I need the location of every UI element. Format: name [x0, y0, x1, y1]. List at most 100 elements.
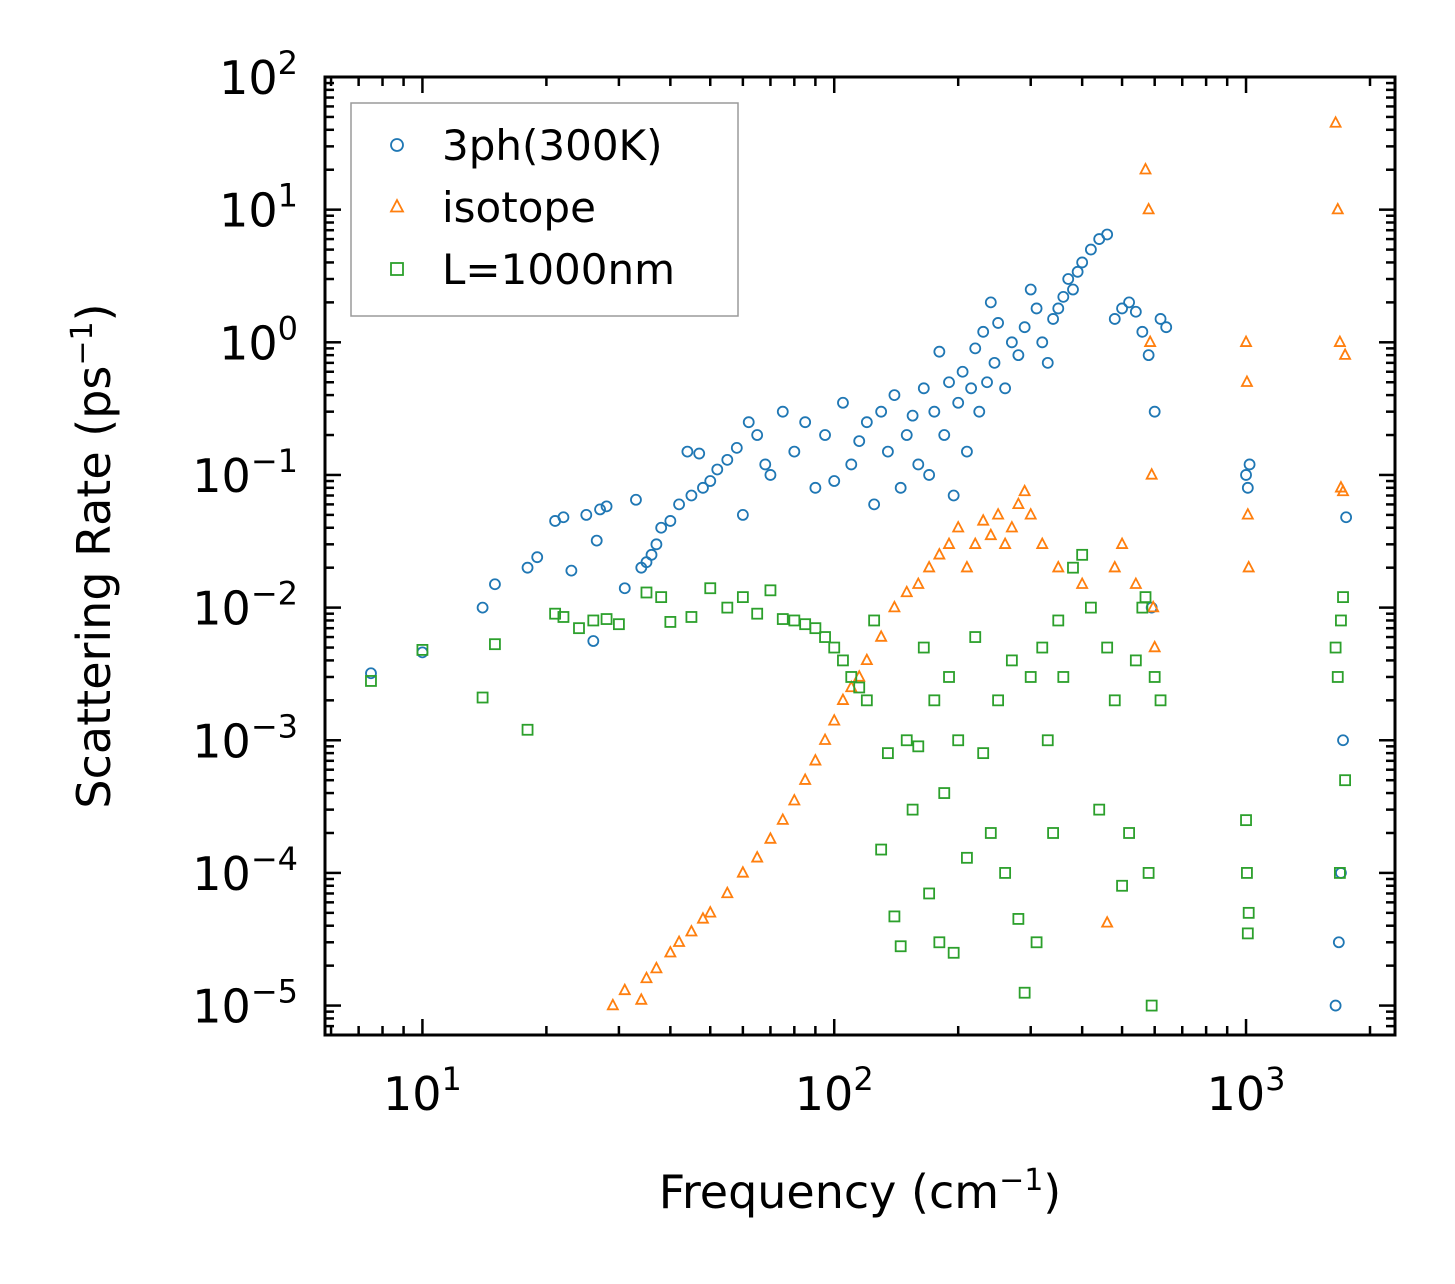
data-point: [923, 469, 936, 481]
data-point: [1036, 336, 1049, 349]
data-point: [1047, 827, 1059, 839]
x-axis-label: Frequency (cm−1): [659, 1163, 1062, 1219]
data-point: [1116, 302, 1128, 315]
data-point: [860, 694, 873, 707]
data-point: [894, 481, 907, 494]
data-point: [655, 521, 668, 534]
data-point: [976, 513, 990, 526]
data-point: [1340, 511, 1353, 524]
data-point: [808, 753, 822, 766]
data-point: [882, 445, 894, 458]
data-point: [1160, 321, 1173, 334]
data-point: [932, 547, 946, 560]
data-point: [703, 905, 717, 918]
data-point: [673, 498, 685, 511]
data-point: [1005, 520, 1019, 533]
data-point: [1154, 694, 1167, 707]
data-point: [787, 793, 801, 806]
data-point: [704, 582, 717, 595]
data-point: [809, 622, 822, 635]
data-point: [1108, 694, 1121, 707]
data-point: [640, 586, 653, 599]
data-point: [664, 616, 677, 628]
data-point: [664, 515, 677, 527]
data-point: [992, 694, 1005, 707]
data-point: [1242, 559, 1256, 573]
data-point: [917, 382, 930, 395]
data-point: [992, 317, 1005, 329]
legend-marker: [389, 198, 405, 213]
data-point: [928, 694, 941, 707]
data-point: [928, 405, 941, 418]
data-point: [961, 445, 973, 458]
legend-items: 3ph(300K) isotope L=1000nm: [389, 121, 675, 294]
data-point: [1123, 827, 1135, 839]
data-point: [1030, 936, 1043, 949]
data-point: [655, 591, 668, 604]
data-point: [763, 831, 777, 844]
data-point: [650, 538, 663, 551]
data-point: [711, 463, 724, 476]
data-point: [1047, 313, 1059, 325]
data-point: [600, 613, 613, 625]
data-point: [943, 671, 955, 683]
data-point: [952, 734, 965, 747]
data-point: [639, 970, 653, 984]
data-point: [1024, 671, 1037, 683]
data-point: [649, 960, 663, 974]
data-point: [590, 534, 603, 547]
data-point: [1329, 115, 1343, 128]
data-point: [836, 692, 850, 705]
data-point: [1101, 641, 1114, 654]
data-point: [961, 851, 973, 864]
legend-label: L=1000nm: [442, 245, 675, 294]
data-point: [1154, 313, 1167, 325]
data-point: [1331, 201, 1345, 215]
data-point: [1129, 305, 1142, 318]
data-point: [991, 507, 1005, 520]
data-point: [969, 631, 982, 643]
data-point: [1062, 273, 1075, 285]
data-point: [868, 614, 881, 627]
data-point: [1335, 614, 1347, 627]
data-point: [1071, 265, 1084, 278]
data-point: [923, 887, 936, 900]
data-point: [1076, 548, 1089, 561]
data-point: [1101, 228, 1114, 241]
data-point: [489, 578, 501, 591]
data-point: [981, 376, 993, 389]
data-point: [900, 734, 913, 747]
data-point: [1145, 999, 1158, 1012]
data-point: [1240, 814, 1252, 827]
data-point: [720, 885, 734, 899]
data-point: [1240, 374, 1254, 387]
data-point: [1337, 734, 1349, 747]
data-point: [759, 458, 772, 471]
data-point: [875, 843, 888, 856]
data-point: [1139, 162, 1152, 175]
data-point: [1329, 999, 1342, 1012]
data-point: [1142, 349, 1155, 362]
data-point: [874, 629, 888, 642]
data-point: [828, 641, 841, 654]
data-point: [1108, 313, 1121, 325]
series-group: [365, 115, 1353, 1012]
data-point: [1024, 283, 1037, 296]
data-point: [594, 503, 606, 516]
data-point: [618, 582, 631, 595]
data-point: [888, 389, 901, 401]
data-point: [1036, 641, 1049, 654]
series-1: [606, 115, 1352, 1011]
data-point: [1148, 639, 1162, 653]
data-point: [1331, 671, 1344, 683]
data-point: [1241, 867, 1253, 879]
data-point: [906, 803, 919, 816]
data-point: [798, 772, 812, 785]
data-point: [1333, 867, 1346, 879]
data-point: [663, 945, 677, 958]
data-point: [951, 520, 965, 533]
data-point: [721, 601, 734, 614]
data-point: [1136, 325, 1149, 338]
data-point: [1067, 561, 1079, 574]
